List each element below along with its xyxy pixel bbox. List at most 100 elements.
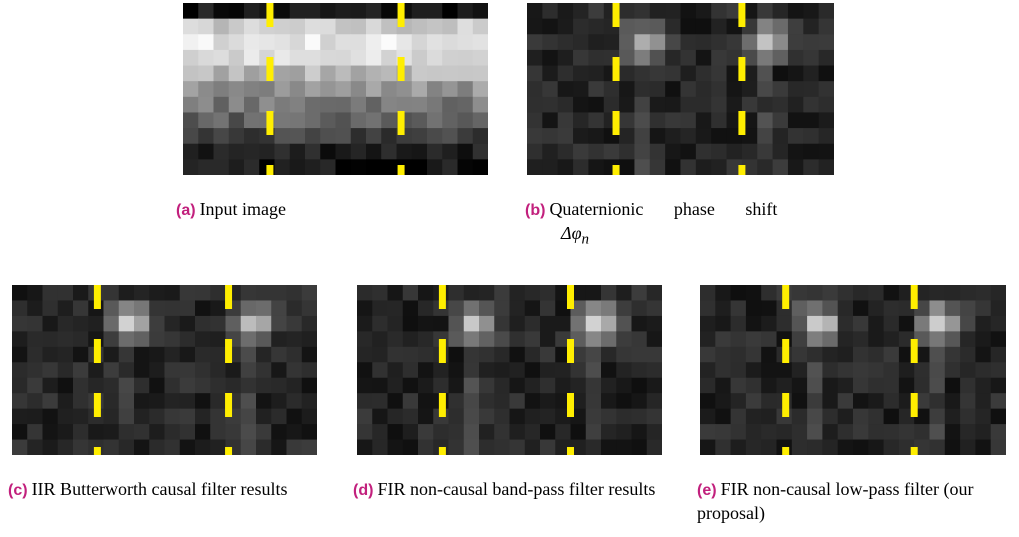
pixel (868, 300, 885, 317)
pixel (791, 362, 808, 379)
pixel (12, 331, 28, 348)
pixel (776, 362, 793, 379)
pixel (387, 331, 404, 348)
pixel (730, 300, 747, 317)
pixel (975, 331, 992, 348)
image-a (183, 3, 488, 175)
pixel (103, 439, 120, 455)
pixel (715, 408, 732, 425)
pixel (210, 346, 226, 363)
pixel (366, 18, 382, 35)
pixel (305, 128, 321, 145)
pixel (527, 3, 543, 20)
pixel (616, 377, 632, 394)
pixel (305, 49, 321, 67)
pixel (929, 346, 946, 363)
pixel (914, 408, 930, 425)
pixel (540, 424, 556, 441)
pixel (837, 377, 854, 394)
pixel (542, 112, 559, 129)
pixel (240, 424, 257, 441)
pixel (883, 300, 900, 317)
pixel (213, 96, 230, 113)
pixel (42, 346, 59, 363)
pixel (741, 159, 758, 175)
pixel (213, 81, 230, 98)
pixel (898, 424, 915, 441)
pixel (601, 439, 617, 455)
pixel (730, 424, 747, 441)
pixel (929, 377, 946, 394)
pixel (228, 112, 245, 129)
pixel (776, 424, 793, 441)
pixel (198, 65, 214, 82)
pixel (601, 315, 617, 332)
pixel (695, 3, 712, 20)
pixel (680, 49, 697, 67)
pixel (619, 96, 635, 113)
pixel (357, 424, 373, 441)
pixel (700, 315, 716, 332)
pixel (411, 143, 428, 160)
pixel (320, 81, 336, 98)
pixel (402, 393, 419, 410)
pixel (588, 81, 605, 98)
pixel (472, 34, 488, 51)
pixel (944, 346, 961, 363)
pixel (787, 34, 804, 51)
pixel (213, 143, 230, 160)
pixel (761, 300, 777, 317)
pixel (134, 362, 150, 379)
pixel (198, 3, 214, 20)
pixel (27, 346, 43, 363)
pixel (387, 300, 404, 317)
pixel (540, 300, 556, 317)
pixel (372, 346, 388, 363)
pixel (649, 128, 666, 145)
caption-text: FIR non-causal low-pass filter (our prop… (697, 479, 974, 523)
pixel (791, 439, 808, 455)
pixel (634, 143, 651, 160)
pixel (57, 346, 74, 363)
pixel (791, 377, 808, 394)
pixel (711, 159, 728, 175)
pixel (183, 3, 199, 20)
pixel (524, 315, 541, 332)
pixel (472, 159, 488, 175)
pixel (711, 3, 728, 20)
pixel (387, 362, 404, 379)
pixel (240, 377, 257, 394)
pixel (442, 81, 458, 98)
image-d (357, 285, 662, 455)
pixel (305, 143, 321, 160)
pixel (149, 315, 165, 332)
pixel (772, 112, 789, 129)
pixel (757, 49, 774, 67)
pixel (118, 331, 135, 348)
caption-label: (a) (176, 202, 196, 219)
pixel (57, 377, 74, 394)
pixel (301, 315, 317, 332)
pixel (646, 315, 662, 332)
pixel (289, 112, 306, 129)
pixel (301, 362, 317, 379)
pixel (118, 362, 135, 379)
pixel (745, 331, 762, 348)
pixel (463, 315, 480, 332)
pixel (540, 439, 556, 455)
pixel (402, 285, 419, 301)
pixel (274, 34, 291, 51)
pixel (853, 439, 869, 455)
pixel (585, 362, 602, 379)
pixel (472, 18, 488, 35)
pixel (527, 49, 543, 67)
pixel (149, 377, 165, 394)
pixel (883, 439, 900, 455)
pixel (803, 34, 820, 51)
pixel (366, 128, 382, 145)
pixel (164, 408, 181, 425)
pixel (195, 346, 211, 363)
pixel (540, 393, 556, 410)
pixel (818, 96, 834, 113)
pixel (164, 346, 181, 363)
